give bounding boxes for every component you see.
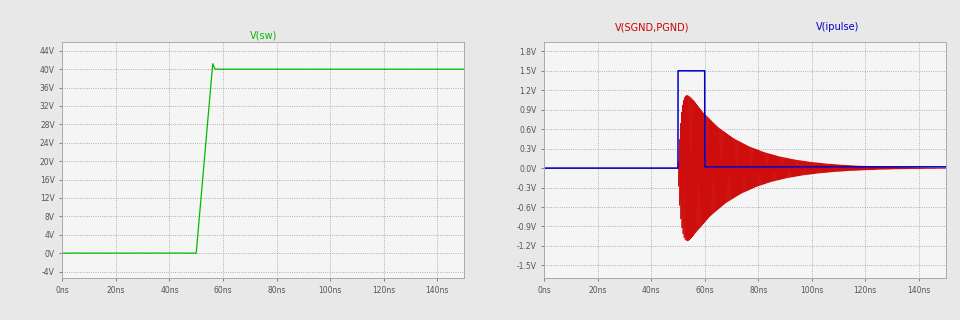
Text: V(ipulse): V(ipulse) <box>815 22 859 32</box>
Text: V(SGND,PGND): V(SGND,PGND) <box>615 22 690 32</box>
Title: V(sw): V(sw) <box>250 31 276 41</box>
